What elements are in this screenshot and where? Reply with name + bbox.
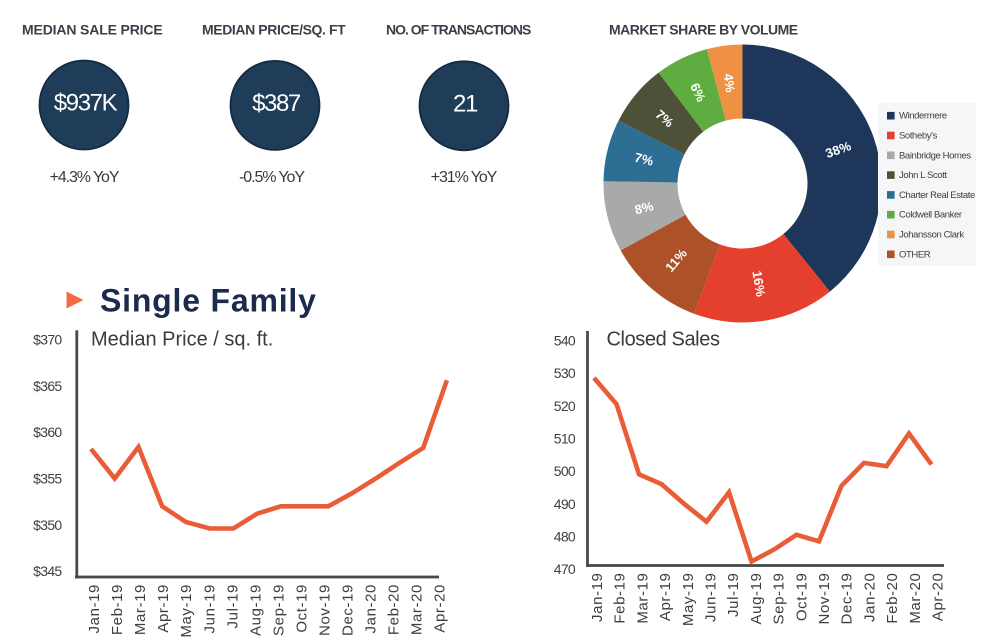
svg-text:Jun-19: Jun-19 [201, 584, 218, 633]
svg-text:Dec-19: Dec-19 [340, 584, 357, 636]
svg-text:Sep-19: Sep-19 [270, 584, 287, 636]
svg-text:Apr-19: Apr-19 [657, 573, 674, 622]
svg-text:May-19: May-19 [680, 573, 697, 627]
svg-text:Closed Sales: Closed Sales [607, 329, 720, 351]
svg-text:540: 540 [554, 332, 576, 348]
svg-text:Bainbridge Homes: Bainbridge Homes [899, 150, 971, 161]
svg-text:$370: $370 [33, 332, 62, 348]
svg-text:+4.3% YoY: +4.3% YoY [50, 169, 120, 186]
svg-text:$365: $365 [33, 378, 62, 394]
svg-text:Apr-20: Apr-20 [930, 573, 947, 622]
svg-text:Median Price / sq. ft.: Median Price / sq. ft. [91, 329, 273, 351]
svg-text:MEDIAN SALE PRICE: MEDIAN SALE PRICE [22, 22, 163, 38]
svg-text:Nov-19: Nov-19 [816, 573, 833, 625]
svg-text:Mar-20: Mar-20 [907, 573, 924, 624]
svg-text:8%: 8% [633, 198, 655, 217]
svg-text:$387: $387 [252, 90, 301, 117]
svg-text:500: 500 [554, 463, 576, 479]
svg-text:OTHER: OTHER [899, 249, 931, 260]
svg-text:Feb-20: Feb-20 [884, 573, 901, 624]
svg-text:510: 510 [554, 430, 576, 446]
svg-text:470: 470 [554, 561, 576, 577]
svg-text:Nov-19: Nov-19 [317, 584, 334, 636]
svg-text:Feb-19: Feb-19 [109, 584, 126, 635]
svg-text:Johansson Clark: Johansson Clark [899, 230, 964, 241]
svg-text:Oct-19: Oct-19 [294, 584, 311, 633]
svg-text:John L Scott: John L Scott [899, 170, 947, 181]
svg-text:530: 530 [554, 365, 576, 381]
svg-text:Charter Real Estate: Charter Real Estate [899, 190, 975, 201]
svg-text:$355: $355 [33, 471, 62, 487]
svg-text:Mar-19: Mar-19 [634, 573, 651, 624]
svg-text:Jan-19: Jan-19 [86, 584, 103, 633]
svg-text:MARKET SHARE BY VOLUME: MARKET SHARE BY VOLUME [609, 22, 798, 38]
svg-text:May-19: May-19 [178, 584, 195, 638]
svg-text:4%: 4% [721, 73, 738, 94]
svg-text:MEDIAN PRICE/SQ. FT: MEDIAN PRICE/SQ. FT [202, 22, 346, 38]
svg-text:Jun-19: Jun-19 [703, 573, 720, 622]
svg-text:Sotheby’s: Sotheby’s [899, 131, 938, 142]
svg-text:Aug-19: Aug-19 [748, 573, 765, 625]
svg-text:-0.5% YoY: -0.5% YoY [239, 169, 305, 186]
svg-text:Dec-19: Dec-19 [839, 573, 856, 625]
svg-text:$345: $345 [33, 563, 62, 579]
svg-text:Mar-19: Mar-19 [132, 584, 149, 635]
svg-text:Mar-20: Mar-20 [409, 584, 426, 635]
svg-text:Feb-20: Feb-20 [386, 584, 403, 635]
svg-text:16%: 16% [749, 270, 768, 299]
svg-text:Single Family: Single Family [100, 283, 317, 319]
svg-text:Jul-19: Jul-19 [224, 584, 241, 628]
svg-text:7%: 7% [633, 150, 655, 169]
svg-text:Feb-19: Feb-19 [612, 573, 629, 624]
svg-text:21: 21 [453, 91, 478, 118]
svg-text:Coldwell Banker: Coldwell Banker [899, 210, 962, 221]
svg-text:Oct-19: Oct-19 [793, 573, 810, 622]
svg-text:Jul-19: Jul-19 [725, 573, 742, 617]
svg-text:$350: $350 [33, 517, 62, 533]
svg-text:NO. OF TRANSACTIONS: NO. OF TRANSACTIONS [386, 22, 531, 38]
svg-text:Aug-19: Aug-19 [247, 584, 264, 636]
svg-text:$360: $360 [33, 424, 62, 440]
svg-text:Jan-20: Jan-20 [363, 584, 380, 633]
svg-text:Jan-20: Jan-20 [861, 573, 878, 622]
svg-text:Jan-19: Jan-19 [589, 573, 606, 622]
svg-text:Apr-20: Apr-20 [432, 584, 449, 633]
svg-text:Windermere: Windermere [899, 111, 947, 122]
svg-text:480: 480 [554, 529, 576, 545]
svg-text:+31% YoY: +31% YoY [431, 169, 498, 186]
svg-text:520: 520 [554, 398, 576, 414]
svg-text:$937K: $937K [54, 90, 118, 117]
svg-text:Apr-19: Apr-19 [155, 584, 172, 633]
svg-text:490: 490 [554, 496, 576, 512]
svg-text:Sep-19: Sep-19 [771, 573, 788, 625]
